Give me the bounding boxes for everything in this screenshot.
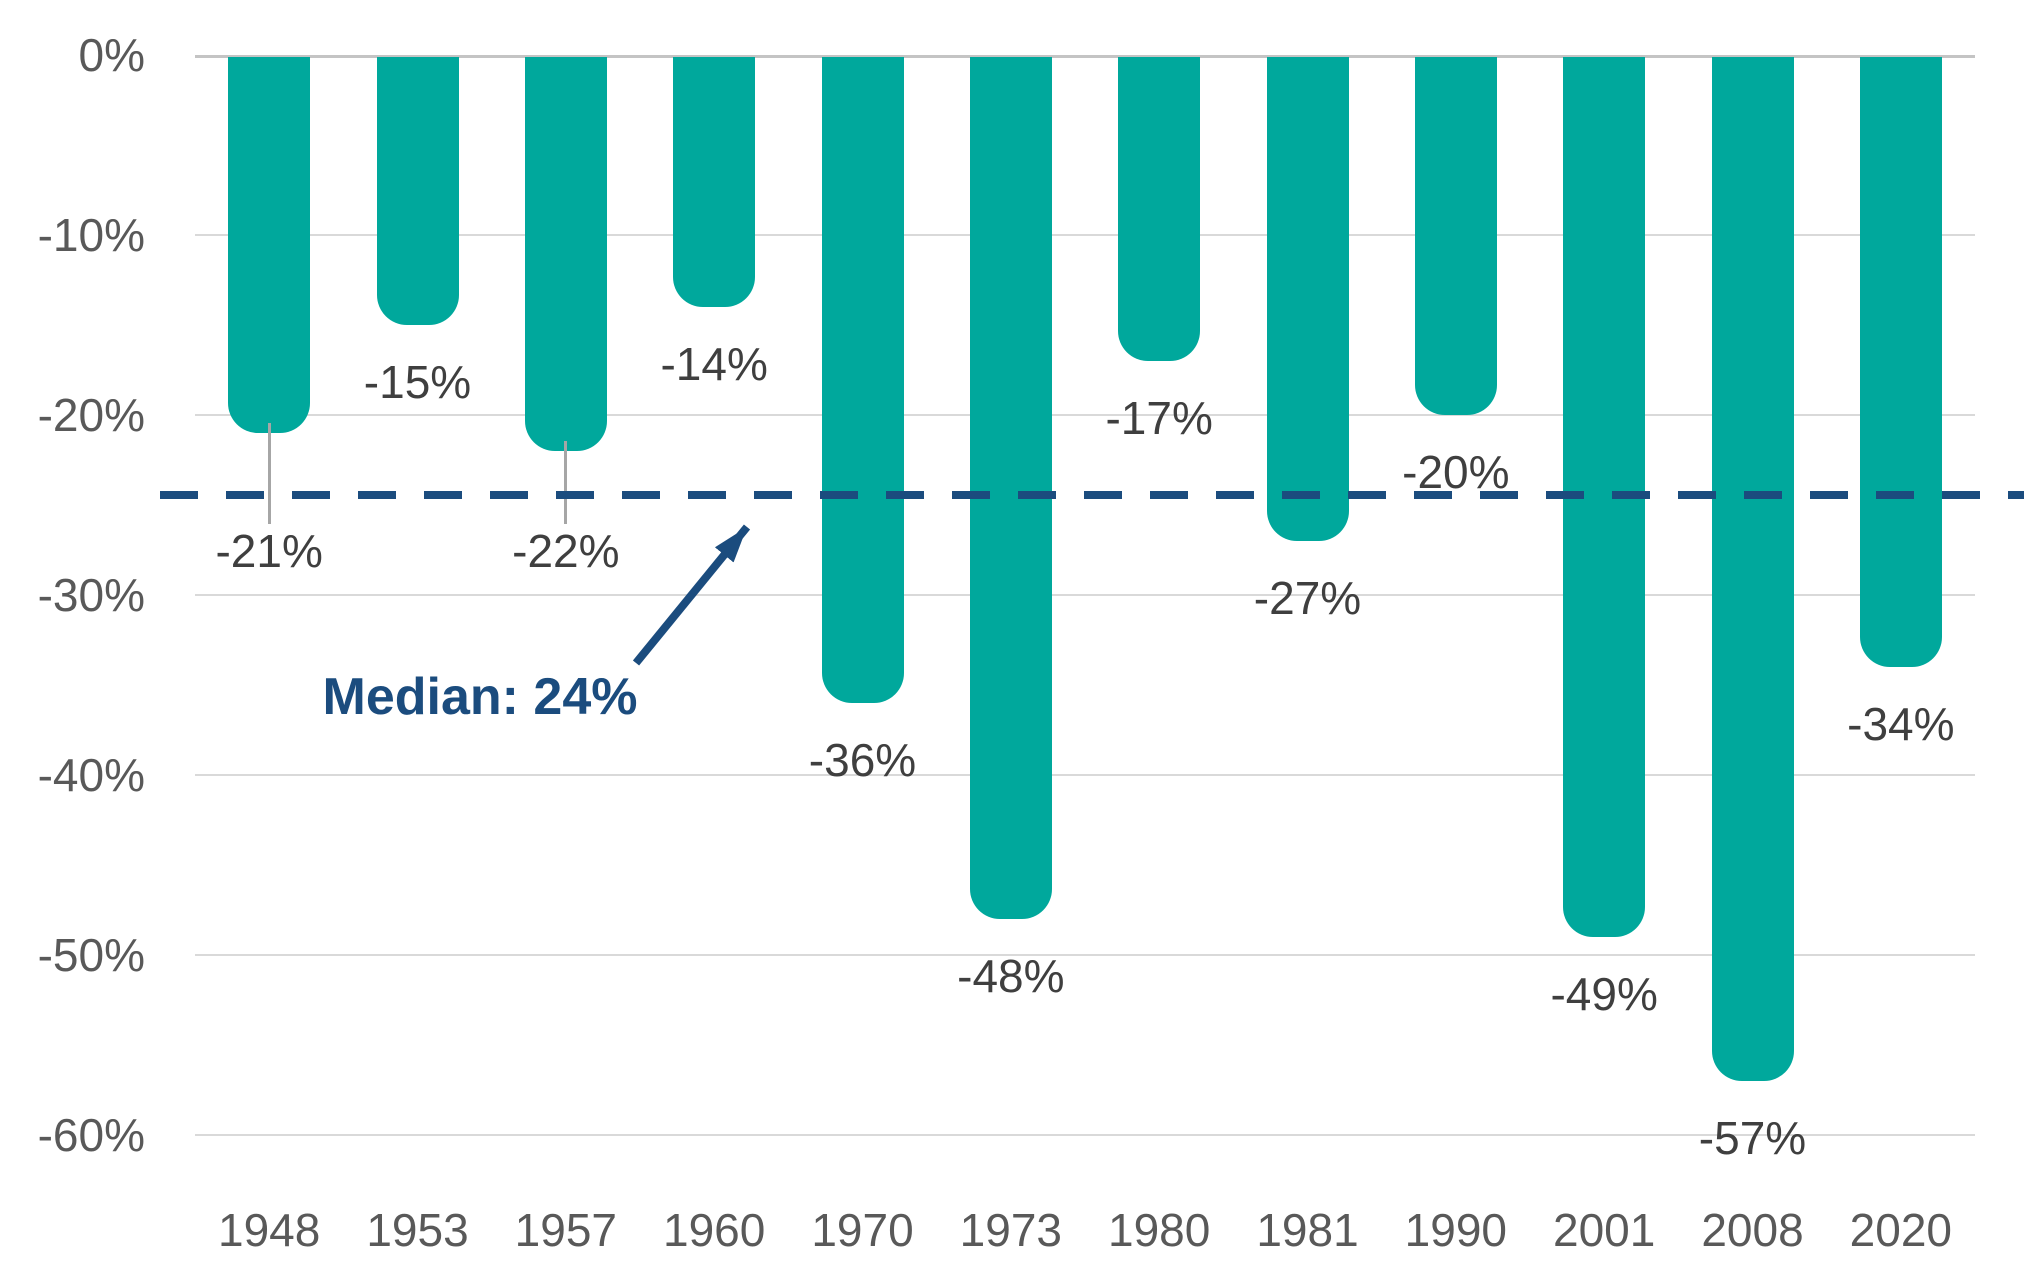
y-axis-tick-label: -30% — [37, 569, 145, 621]
y-axis-tick-label: 0% — [78, 29, 145, 81]
bar-value-label-1957: -22% — [512, 525, 620, 577]
bar-value-label-1948: -21% — [215, 525, 323, 577]
bar-value-label-2008: -57% — [1698, 1112, 1807, 1164]
leader-line-1957 — [564, 441, 568, 524]
gridline--40% — [195, 774, 1975, 776]
x-axis-tick-label-1957: 1957 — [514, 1204, 617, 1256]
bar-value-label-1973: -48% — [957, 950, 1065, 1002]
bar-1980 — [1118, 57, 1201, 361]
bar-value-label-1981: -27% — [1253, 572, 1362, 624]
x-axis-tick-label-1953: 1953 — [366, 1204, 469, 1256]
bar-1981 — [1266, 57, 1349, 541]
gridline-0% — [195, 55, 1975, 58]
y-axis-tick-label: -60% — [37, 1109, 145, 1161]
bar-value-label-1980: -17% — [1105, 392, 1213, 444]
gridline--60% — [195, 1134, 1975, 1136]
x-axis-tick-label-1990: 1990 — [1404, 1204, 1507, 1256]
y-axis-tick-label: -50% — [37, 929, 145, 981]
bar-1973 — [969, 57, 1052, 919]
gridline--30% — [195, 594, 1975, 596]
bar-1970 — [821, 57, 904, 703]
median-annotation-label: Median: 24% — [322, 668, 638, 726]
bar-value-label-1970: -36% — [808, 734, 917, 786]
x-axis-tick-label-1960: 1960 — [662, 1204, 766, 1256]
x-axis-tick-label-1970: 1970 — [811, 1204, 914, 1256]
x-axis-tick-label-1981: 1981 — [1256, 1204, 1359, 1256]
bar-1953 — [376, 57, 459, 325]
bar-value-label-1953: -15% — [363, 356, 472, 408]
median-arrow-icon — [632, 524, 751, 666]
gridline--10% — [195, 234, 1975, 236]
x-axis-tick-label-1948: 1948 — [217, 1204, 321, 1256]
bar-value-label-1990: -20% — [1402, 446, 1510, 498]
bar-1957 — [524, 57, 607, 451]
x-axis-tick-label-1980: 1980 — [1107, 1204, 1211, 1256]
median-dashed-line — [160, 491, 2024, 499]
bar-value-label-1960: -14% — [660, 338, 768, 390]
bar-1990 — [1414, 57, 1497, 415]
gridline--50% — [195, 954, 1975, 956]
bar-2008 — [1711, 57, 1794, 1081]
y-axis-tick-label: -20% — [37, 389, 145, 441]
bar-value-label-2020: -34% — [1847, 698, 1955, 750]
bar-value-label-2001: -49% — [1550, 968, 1658, 1020]
gridline--20% — [195, 414, 1975, 416]
bar-2020 — [1859, 57, 1942, 667]
x-axis-tick-label-2008: 2008 — [1701, 1204, 1804, 1256]
y-axis-tick-label: -40% — [37, 749, 145, 801]
bar-1948 — [228, 57, 311, 433]
x-axis-tick-label-2001: 2001 — [1552, 1204, 1656, 1256]
x-axis-tick-label-1973: 1973 — [959, 1204, 1062, 1256]
x-axis-tick-label-2020: 2020 — [1849, 1204, 1952, 1256]
bar-1960 — [673, 57, 756, 307]
y-axis-tick-label: -10% — [37, 209, 145, 261]
leader-line-1948 — [267, 423, 271, 524]
